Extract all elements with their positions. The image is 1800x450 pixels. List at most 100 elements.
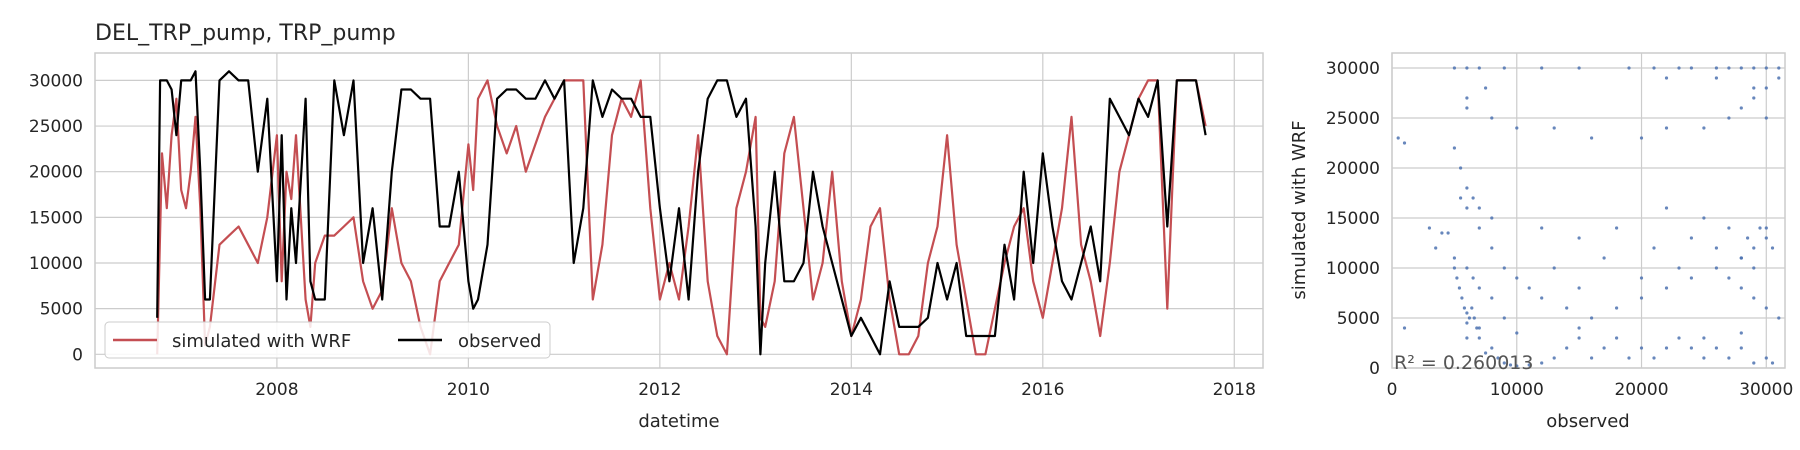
scatter-point bbox=[1739, 256, 1743, 260]
scatter-point bbox=[1490, 116, 1494, 120]
scatter-point bbox=[1540, 361, 1544, 365]
scatter-point bbox=[1714, 76, 1718, 80]
scatter-point bbox=[1471, 276, 1475, 280]
scatter-point bbox=[1502, 266, 1506, 270]
scatter-point bbox=[1770, 361, 1775, 365]
scatter-point bbox=[1502, 66, 1506, 70]
legend-box bbox=[104, 321, 551, 359]
scatter-y-tick-label: 10000 bbox=[1326, 259, 1380, 279]
scatter-point bbox=[1540, 226, 1544, 230]
scatter-point bbox=[1452, 266, 1456, 270]
scatter-point bbox=[1746, 236, 1750, 240]
scatter-point bbox=[1602, 256, 1606, 260]
scatter-point bbox=[1465, 186, 1469, 190]
scatter-point bbox=[1752, 361, 1756, 365]
scatter-point bbox=[1652, 66, 1656, 70]
scatter-point bbox=[1402, 326, 1407, 330]
scatter-point bbox=[1739, 346, 1743, 350]
scatter-point bbox=[1434, 246, 1438, 250]
scatter-point bbox=[1752, 66, 1756, 70]
scatter-x-tick-label: 30000 bbox=[1739, 380, 1793, 400]
scatter-point bbox=[1664, 76, 1669, 80]
y-tick-label: 5000 bbox=[40, 300, 83, 320]
scatter-point bbox=[1777, 66, 1781, 70]
scatter-x-tick-label: 20000 bbox=[1614, 380, 1668, 400]
scatter-point bbox=[1440, 231, 1444, 235]
scatter-point bbox=[1577, 286, 1581, 290]
scatter-y-tick-label: 5000 bbox=[1337, 309, 1380, 329]
scatter-point bbox=[1515, 276, 1519, 280]
series-line-simulated bbox=[156, 79, 1207, 356]
y-tick-label: 10000 bbox=[29, 254, 83, 274]
scatter-point bbox=[1527, 363, 1531, 367]
scatter-point bbox=[1727, 66, 1731, 70]
scatter-point bbox=[1664, 126, 1669, 130]
scatter-point bbox=[1664, 206, 1669, 210]
scatter-point bbox=[1490, 296, 1494, 300]
timeseries-x-ticks: 2008 2010 2012 2014 2016 2018 bbox=[255, 380, 1256, 400]
scatter-y-ticks: 0 5000 10000 15000 20000 25000 30000 bbox=[1326, 59, 1380, 379]
scatter-point bbox=[1502, 316, 1506, 320]
scatter-point bbox=[1465, 311, 1469, 315]
scatter-point bbox=[1764, 116, 1768, 120]
scatter-point bbox=[1470, 306, 1474, 310]
scatter-point bbox=[1396, 136, 1400, 140]
scatter-point bbox=[1552, 126, 1556, 130]
scatter-point bbox=[1777, 316, 1781, 320]
scatter-point bbox=[1677, 66, 1681, 70]
scatter-point bbox=[1477, 226, 1481, 230]
scatter-grid bbox=[1391, 53, 1785, 369]
r-squared-annotation: R² = 0.260013 bbox=[1394, 352, 1533, 374]
scatter-y-tick-label: 25000 bbox=[1326, 109, 1380, 129]
timeseries-lines bbox=[156, 70, 1207, 356]
scatter-point bbox=[1460, 296, 1464, 300]
scatter-point bbox=[1455, 276, 1459, 280]
scatter-point bbox=[1764, 86, 1768, 90]
y-tick-label: 25000 bbox=[29, 117, 83, 137]
scatter-point bbox=[1639, 346, 1644, 350]
scatter-point bbox=[1714, 246, 1718, 250]
y-tick-label: 0 bbox=[72, 345, 83, 365]
timeseries-chart: DEL_TRP_pump, TRP_pump 2008 2010 2012 2014 2… bbox=[29, 21, 1264, 432]
scatter-point bbox=[1639, 276, 1644, 280]
scatter-point bbox=[1446, 231, 1450, 235]
scatter-point bbox=[1590, 356, 1594, 360]
scatter-point bbox=[1577, 326, 1581, 330]
scatter-point bbox=[1496, 356, 1500, 360]
scatter-point bbox=[1452, 146, 1456, 150]
series-line-observed bbox=[156, 70, 1207, 356]
timeseries-y-ticks: 0 5000 10000 15000 20000 25000 30000 bbox=[29, 71, 83, 365]
scatter-point bbox=[1459, 166, 1463, 170]
scatter-point bbox=[1590, 316, 1594, 320]
scatter-point bbox=[1508, 363, 1513, 367]
scatter-point bbox=[1639, 136, 1644, 140]
scatter-point bbox=[1652, 246, 1656, 250]
scatter-point bbox=[1577, 236, 1581, 240]
scatter-point bbox=[1515, 331, 1519, 335]
scatter-point bbox=[1490, 346, 1494, 350]
scatter-point bbox=[1689, 66, 1693, 70]
scatter-point bbox=[1477, 286, 1481, 290]
scatter-point bbox=[1758, 226, 1762, 230]
scatter-point bbox=[1527, 286, 1531, 290]
scatter-point bbox=[1515, 364, 1519, 368]
scatter-x-ticks: 0 10000 20000 30000 bbox=[1387, 380, 1794, 400]
scatter-point bbox=[1752, 296, 1756, 300]
scatter-point bbox=[1465, 206, 1469, 210]
scatter-y-axis-label: simulated with WRF bbox=[1289, 120, 1310, 299]
scatter-point bbox=[1702, 216, 1706, 220]
scatter-point bbox=[1764, 226, 1768, 230]
scatter-points bbox=[1396, 66, 1781, 368]
scatter-point bbox=[1490, 246, 1494, 250]
scatter-point bbox=[1652, 356, 1656, 360]
scatter-point bbox=[1752, 246, 1756, 250]
x-tick-label: 2008 bbox=[255, 380, 298, 400]
scatter-point bbox=[1452, 256, 1456, 260]
scatter-point bbox=[1714, 346, 1718, 350]
y-tick-label: 30000 bbox=[29, 71, 83, 91]
scatter-point bbox=[1565, 306, 1569, 310]
scatter-point bbox=[1764, 356, 1768, 360]
scatter-point bbox=[1540, 66, 1544, 70]
